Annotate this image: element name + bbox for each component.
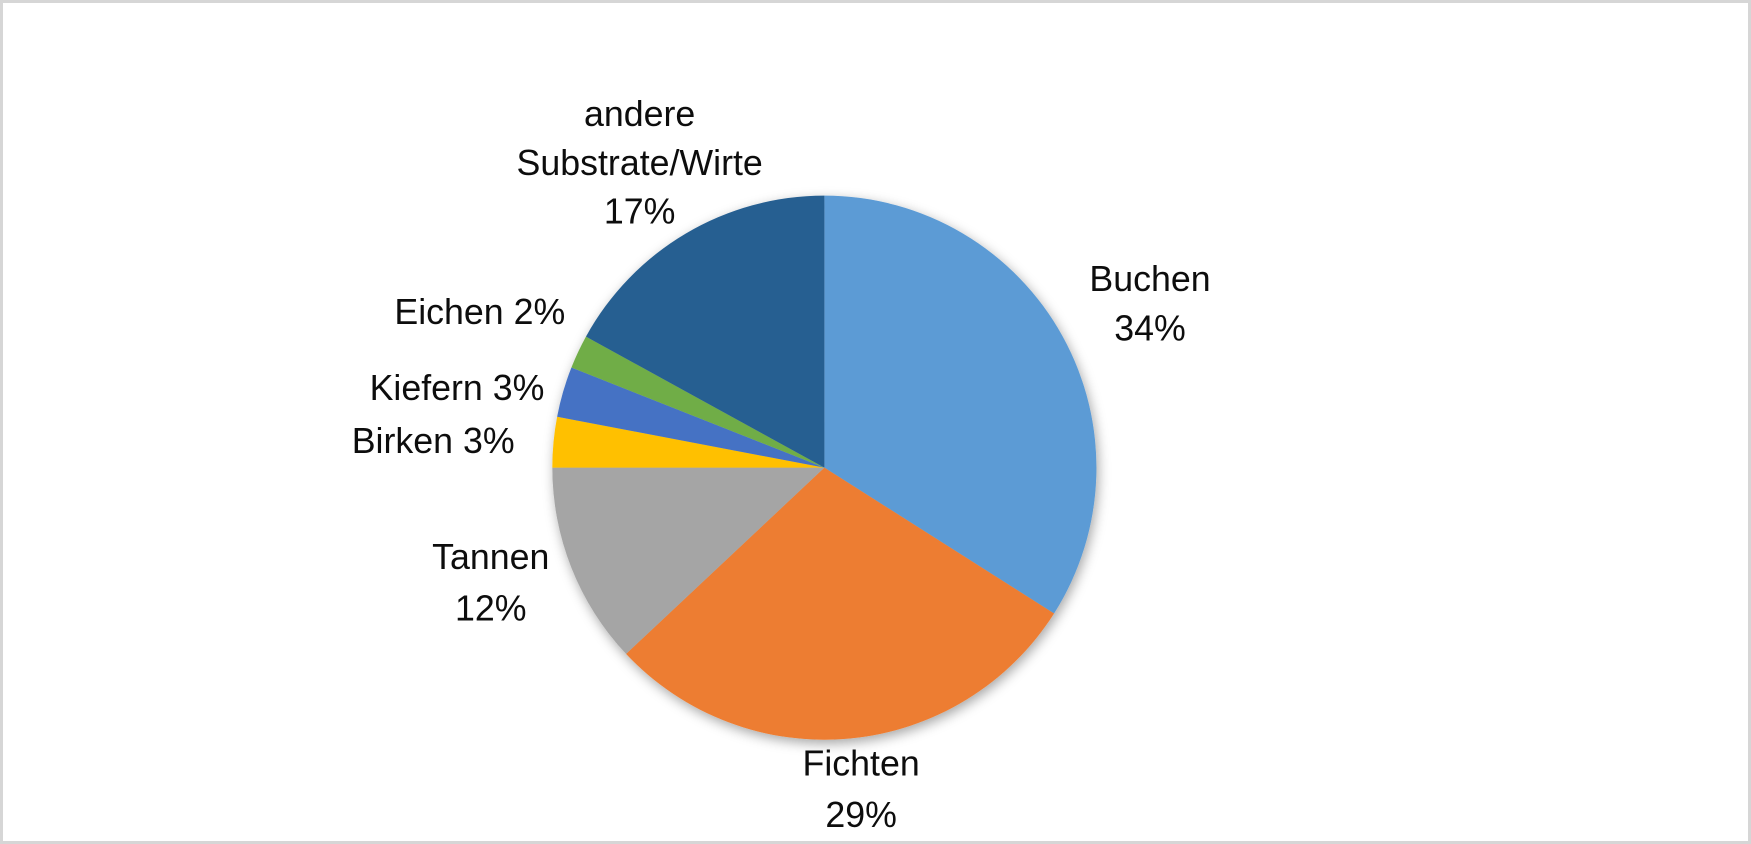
pie-label-eichen-line-0: Eichen 2% [394,292,565,332]
pie-label-fichten-line-1: 29% [825,795,897,835]
pie-label-andere-substrate-wirte-line-1: Substrate/Wirte [517,143,763,183]
pie-label-tannen-line-0: Tannen [432,537,549,577]
pie-label-birken-line-0: Birken 3% [352,421,515,461]
pie-slice-eichen [571,336,825,468]
pie-chart: Buchen 34% Fichten 29% Tannen 12% Birken 3% Kie… [352,94,1211,835]
pie-label-buchen-line-1: 34% [1114,309,1186,349]
pie-label-buchen-line-0: Buchen [1089,259,1210,299]
pie-label-fichten-line-0: Fichten [803,744,920,784]
pie-slice-buchen [824,195,1097,614]
pie-label-andere-substrate-wirte-line-0: andere [584,94,695,134]
pie-label-andere-substrate-wirte-line-2: 17% [604,192,676,232]
pie-label-tannen-line-1: 12% [455,589,527,629]
pie-label-kiefern-line-0: Kiefern 3% [370,368,545,408]
pie-labels-group: Buchen 34% Fichten 29% Tannen 12% Birken 3% Kie… [352,94,1211,835]
pie-slices-group [552,195,1097,740]
pie-slice-tannen [552,467,825,654]
pie-slice-andere-substrate-wirte [585,195,825,468]
pie-slice-fichten [626,467,1055,740]
pie-slice-kiefern [557,367,825,468]
pie-slice-birken [552,416,825,468]
